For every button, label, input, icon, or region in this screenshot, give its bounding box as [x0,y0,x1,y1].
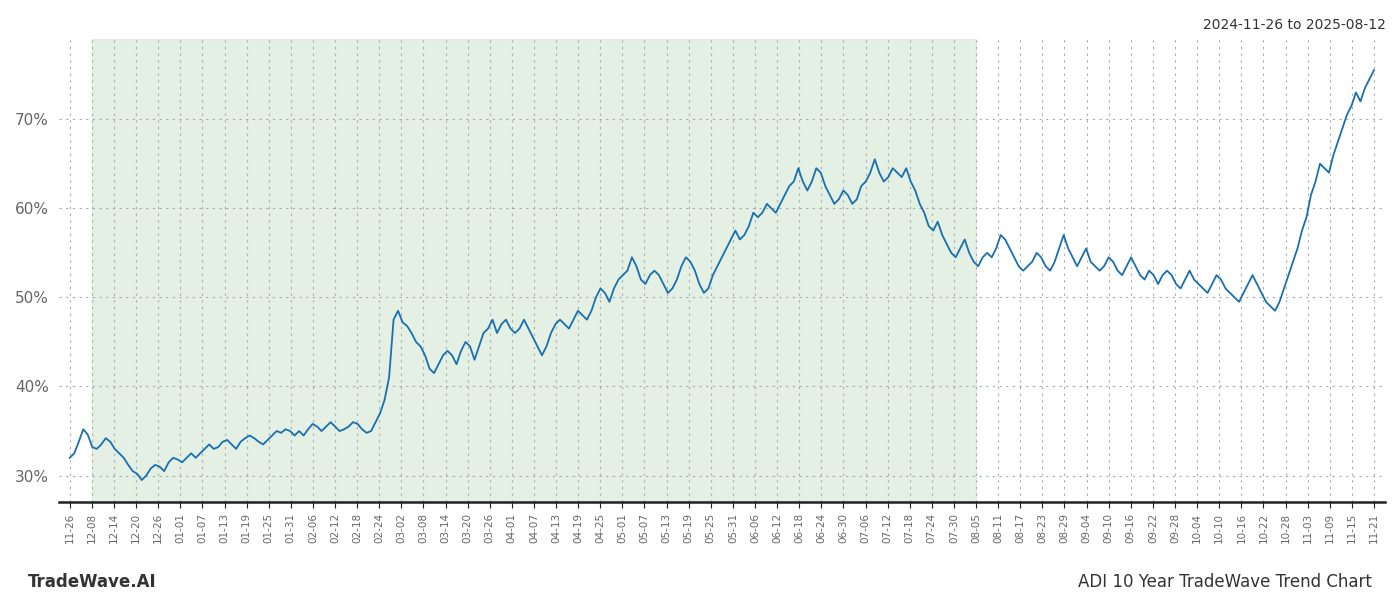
Text: 2024-11-26 to 2025-08-12: 2024-11-26 to 2025-08-12 [1203,18,1386,32]
Text: ADI 10 Year TradeWave Trend Chart: ADI 10 Year TradeWave Trend Chart [1078,573,1372,591]
Text: TradeWave.AI: TradeWave.AI [28,573,157,591]
Bar [92,39,976,502]
